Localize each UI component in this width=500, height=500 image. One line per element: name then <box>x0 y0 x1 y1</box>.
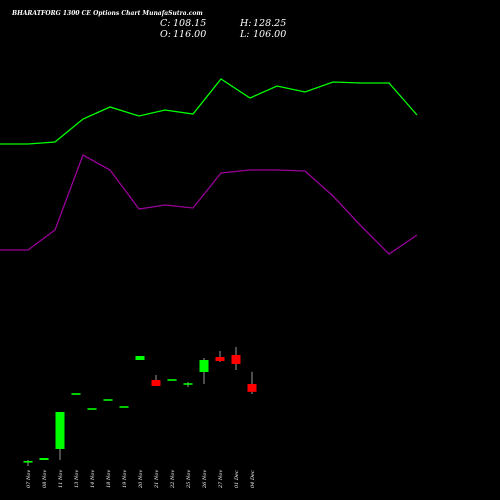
x-tick-label: 01 Dec <box>234 470 240 488</box>
lower-band-line <box>0 154 418 255</box>
candle-body <box>55 412 65 449</box>
x-tick-label: 04 Dec <box>250 470 256 488</box>
high-label: H: <box>239 18 252 29</box>
candle-body <box>151 380 161 386</box>
candle-body <box>215 357 225 361</box>
x-tick-label: 20 Nov <box>138 470 144 489</box>
upper-band-line <box>0 78 418 145</box>
candle-body <box>39 458 49 460</box>
x-tick-label: 27 Nov <box>218 470 224 489</box>
candle-body <box>71 393 81 395</box>
chart-title: BHARATFORG 1300 CE Options Chart MunafaS… <box>11 10 203 17</box>
candle-body <box>135 356 145 360</box>
x-tick-label: 11 Nov <box>58 470 64 488</box>
x-tick-label: 07 Nov <box>26 470 32 488</box>
x-tick-label: 21 Nov <box>154 470 160 489</box>
open-value: 116.00 <box>173 29 206 40</box>
x-tick-label: 19 Nov <box>122 470 128 488</box>
candle-body <box>199 360 209 372</box>
candle-body <box>247 384 257 392</box>
candle-body <box>167 379 177 381</box>
candle-body <box>103 399 113 401</box>
x-tick-label: 08 Nov <box>42 470 48 488</box>
candle-body <box>231 355 241 364</box>
candle-body <box>87 408 97 410</box>
x-tick-label: 22 Nov <box>170 470 176 489</box>
candles-group <box>23 347 257 466</box>
close-label: C: <box>160 18 170 29</box>
x-tick-label: 13 Nov <box>74 470 80 488</box>
high-value: 128.25 <box>253 18 286 29</box>
low-value: 106.00 <box>253 29 286 40</box>
close-value: 108.15 <box>173 18 206 29</box>
open-label: O: <box>160 29 171 40</box>
candle-body <box>183 383 193 385</box>
candle-body <box>23 461 33 463</box>
low-label: L: <box>239 29 250 40</box>
x-tick-label: 26 Nov <box>202 470 208 489</box>
candle-body <box>119 406 129 408</box>
x-axis-ticks: 07 Nov 08 Nov 11 Nov 13 Nov 14 Nov 18 Nov 19 N… <box>26 470 256 489</box>
x-tick-label: 18 Nov <box>106 470 112 488</box>
x-tick-label: 14 Nov <box>90 470 96 488</box>
x-tick-label: 25 Nov <box>186 470 192 489</box>
